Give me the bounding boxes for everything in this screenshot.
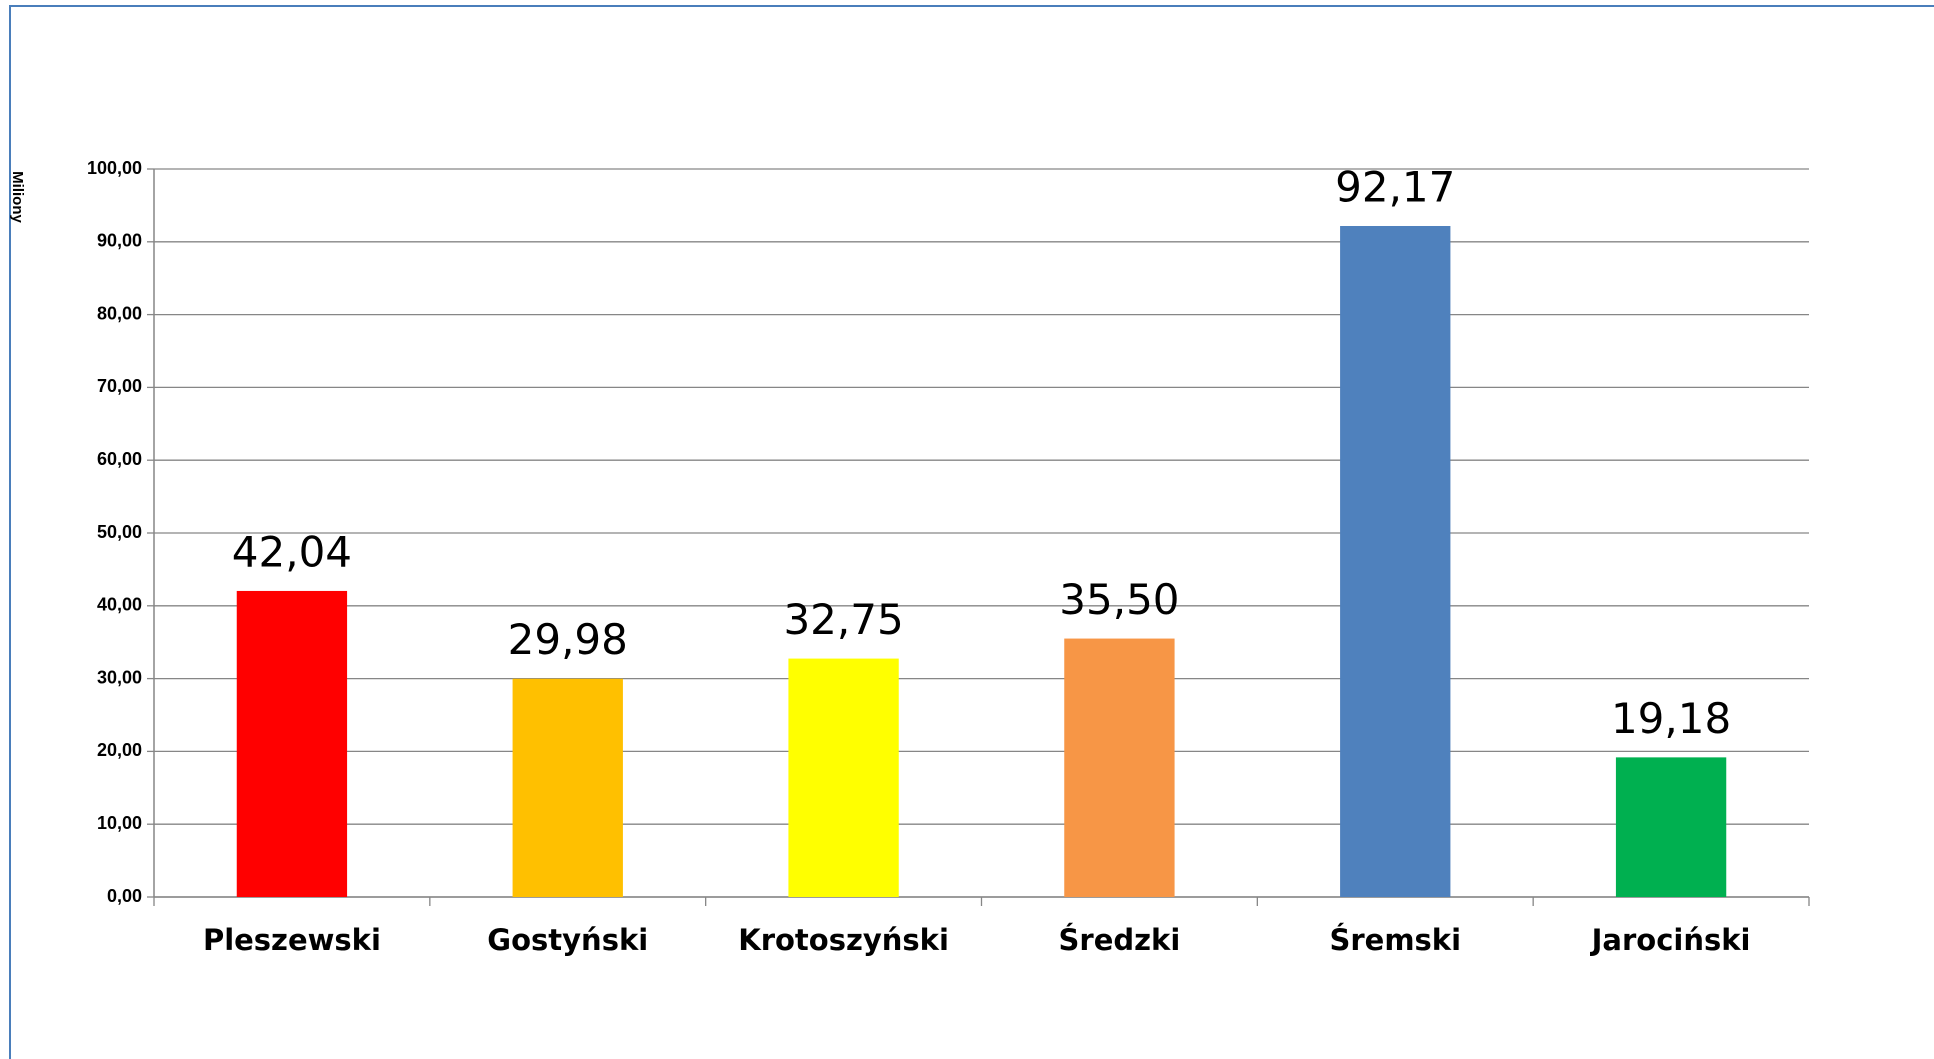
y-tick-label: 30,00	[97, 667, 142, 687]
y-tick-label: 60,00	[97, 449, 142, 469]
data-label: 92,17	[1335, 163, 1455, 212]
bar	[512, 678, 623, 897]
y-tick-label: 90,00	[97, 231, 142, 251]
x-tick-label: Jarociński	[1590, 923, 1751, 957]
chart-border	[9, 5, 1934, 1059]
y-tick-label: 70,00	[97, 376, 142, 396]
y-tick-label: 10,00	[97, 813, 142, 833]
bar	[1064, 638, 1175, 897]
bar	[1615, 757, 1727, 897]
data-label: 19,18	[1611, 694, 1731, 743]
x-tick-label: Śremski	[1329, 923, 1461, 957]
y-tick-label: 40,00	[97, 595, 142, 615]
data-label: 35,50	[1059, 575, 1179, 624]
x-tick-label: Pleszewski	[203, 923, 381, 957]
x-tick-label: Gostyński	[487, 923, 648, 957]
x-tick-label: Średzki	[1059, 923, 1181, 957]
x-tick-label: Krotoszyński	[738, 923, 949, 957]
data-label: 42,04	[232, 527, 352, 576]
y-tick-label: 50,00	[97, 522, 142, 542]
y-tick-label: 20,00	[97, 740, 142, 760]
y-tick-label: 0,00	[107, 886, 142, 906]
bar	[1340, 226, 1451, 898]
bar	[788, 658, 899, 897]
y-tick-label: 100,00	[87, 158, 142, 178]
y-tick-label: 80,00	[97, 303, 142, 323]
bar	[236, 590, 348, 897]
data-label: 32,75	[783, 595, 903, 644]
y-axis-label: Miliony	[9, 171, 26, 223]
data-label: 29,98	[508, 615, 628, 664]
